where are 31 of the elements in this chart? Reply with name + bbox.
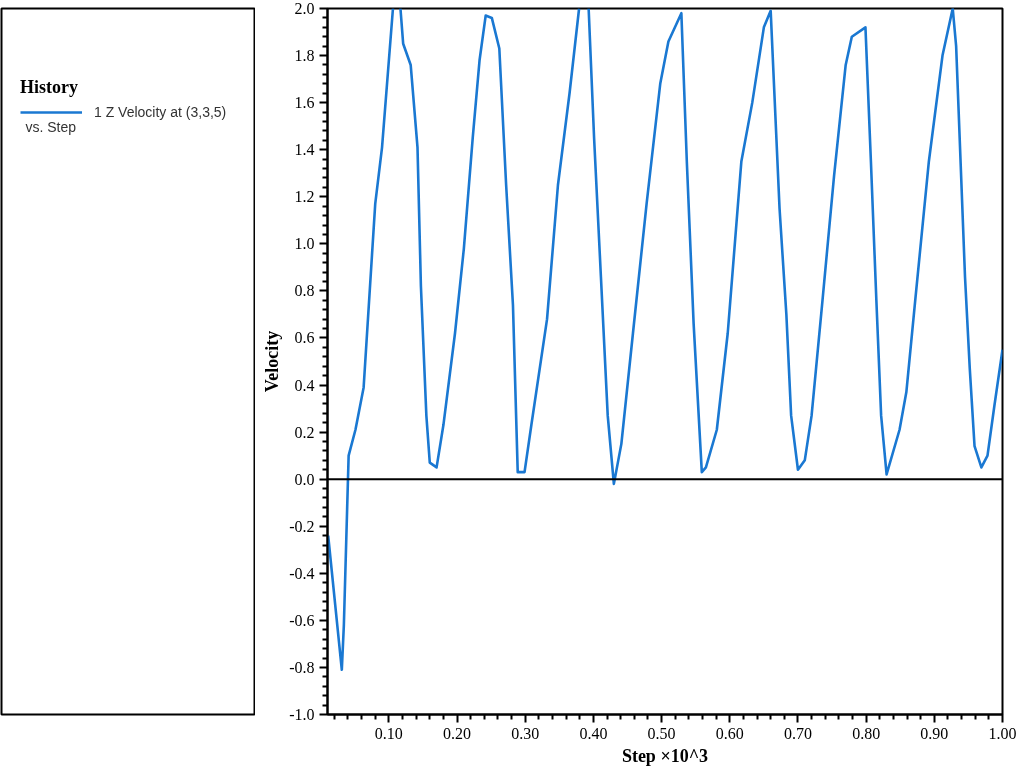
y-tick-label: -0.8 <box>289 658 315 676</box>
y-tick-label: 0.0 <box>294 470 315 488</box>
x-tick-label: 0.30 <box>511 724 540 742</box>
y-tick-label: -1.0 <box>289 706 315 723</box>
x-tick-label: 0.10 <box>374 724 403 742</box>
y-tick-label: 0.8 <box>294 282 315 300</box>
y-tick-label: 1.0 <box>294 235 315 253</box>
x-tick-label: 0.20 <box>443 724 472 742</box>
x-tick-label: 0.80 <box>852 724 881 742</box>
y-tick-label: 0.6 <box>294 329 315 347</box>
y-tick-label: 0.4 <box>294 376 315 394</box>
y-tick-label: 1.6 <box>294 94 315 112</box>
x-tick-label: 0.60 <box>715 724 744 742</box>
y-tick-label: 1.4 <box>294 141 315 159</box>
y-tick-label: -0.2 <box>289 517 315 535</box>
y-tick-label: 1.8 <box>294 47 315 65</box>
y-axis-title: Velocity <box>262 330 283 393</box>
x-tick-label: 0.40 <box>579 724 608 742</box>
text: vs. Step <box>25 118 77 135</box>
legend-label: 1 Z Velocity at (3,3,5) <box>94 104 227 120</box>
x-tick-label: 0.50 <box>647 724 676 742</box>
y-tick-label: 1.2 <box>294 188 315 206</box>
x-axis-title: Step ×10^3 <box>621 745 709 766</box>
x-tick-label: 0.90 <box>920 724 949 742</box>
y-tick-label: -0.6 <box>289 611 315 629</box>
y-tick-label: 2.0 <box>294 0 315 17</box>
legend-title: History <box>20 77 79 98</box>
x-tick-label: 1.00 <box>988 724 1017 742</box>
x-tick-label: 0.70 <box>783 724 812 742</box>
y-tick-label: 0.2 <box>294 423 315 441</box>
y-tick-label: -0.4 <box>289 564 315 582</box>
